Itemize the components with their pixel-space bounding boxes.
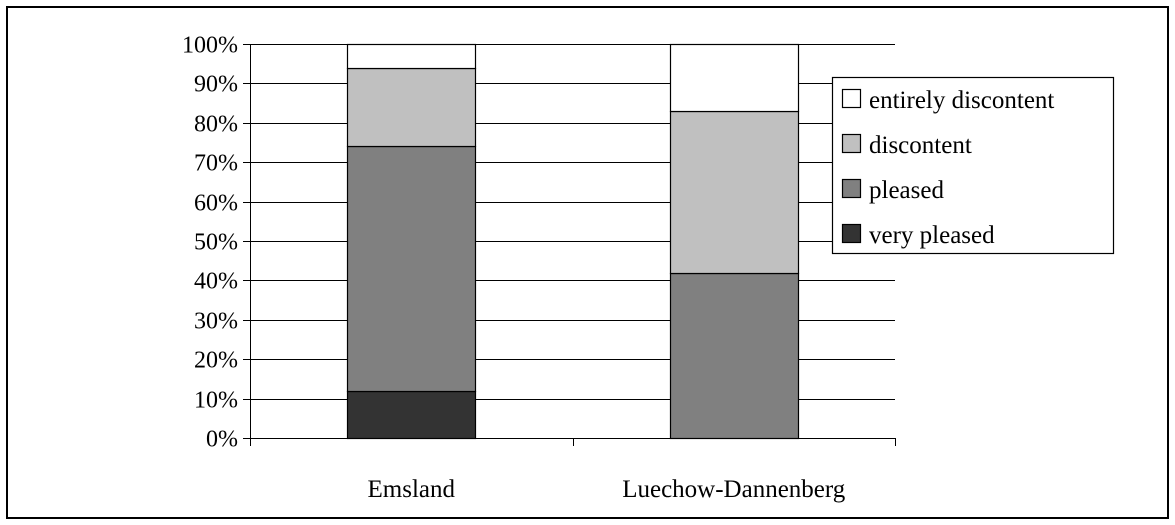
y-tick-label: 40%: [194, 269, 238, 295]
x-axis-category-labels: Emsland Luechow-Dannenberg: [368, 476, 846, 503]
y-tick-label: 20%: [194, 348, 238, 374]
x-category-label: Emsland: [368, 476, 456, 503]
bar-emsland-entirely-discontent: [346, 43, 477, 70]
bar-emsland-discontent: [346, 67, 477, 148]
legend-box: [831, 76, 1115, 255]
bar-emsland-pleased: [346, 145, 477, 393]
bar-luechow-dannenberg-pleased: [669, 272, 800, 440]
y-axis-tick-labels: 0% 10% 20% 30% 40% 50% 60% 70% 80% 90% 100%: [182, 33, 238, 453]
y-tick-label: 50%: [194, 230, 238, 256]
y-tick-label: 10%: [194, 388, 238, 414]
bar-stacks: [346, 43, 800, 440]
legend-label-discontent: discontent: [869, 132, 972, 159]
bar-luechow-dannenberg-entirely-discontent: [669, 43, 800, 113]
legend-swatch-pleased: [841, 178, 862, 199]
y-tick-label: 70%: [194, 151, 238, 177]
y-tick-label: 100%: [182, 33, 238, 59]
y-tick-label: 0%: [206, 427, 238, 453]
x-category-label: Luechow-Dannenberg: [622, 476, 846, 503]
y-tick-label: 90%: [194, 72, 238, 98]
bar-luechow-dannenberg-discontent: [669, 110, 800, 275]
legend-swatch-discontent: [841, 133, 862, 154]
legend-label-very-pleased: very pleased: [869, 222, 995, 249]
bar-emsland-very-pleased: [346, 390, 477, 440]
y-tick-label: 60%: [194, 191, 238, 217]
legend-swatch-very-pleased: [841, 223, 862, 244]
legend-label-pleased: pleased: [869, 177, 944, 204]
legend: entirely discontent discontent pleased very…: [831, 76, 1115, 255]
y-tick-label: 30%: [194, 309, 238, 335]
axes: [243, 44, 896, 446]
legend-swatch-entirely-discontent: [841, 88, 862, 109]
y-tick-label: 80%: [194, 112, 238, 138]
legend-label-entirely-discontent: entirely discontent: [869, 87, 1054, 114]
